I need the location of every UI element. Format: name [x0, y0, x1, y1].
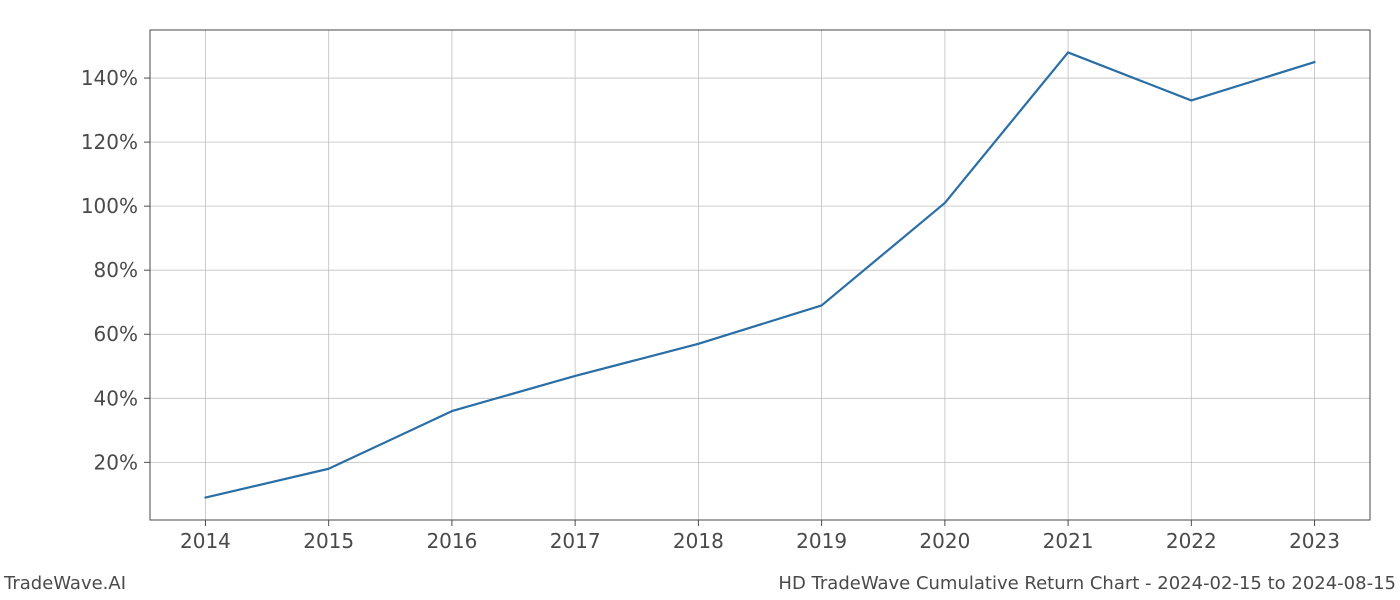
y-tick-label: 100%	[81, 194, 138, 218]
y-tick-label: 80%	[94, 258, 138, 282]
y-tick-label: 40%	[94, 386, 138, 410]
y-tick-label: 120%	[81, 130, 138, 154]
x-tick-label: 2015	[303, 529, 354, 553]
line-chart: 2014 2015 2016 2017 2018 2019 2020 2021 2022 2023…	[0, 0, 1400, 600]
x-tick-label: 2022	[1166, 529, 1217, 553]
x-tick-label: 2019	[796, 529, 847, 553]
x-tick-label: 2023	[1289, 529, 1340, 553]
x-tick-label: 2018	[673, 529, 724, 553]
chart-container: 2014 2015 2016 2017 2018 2019 2020 2021 2022 2023…	[0, 0, 1400, 600]
footer-brand: TradeWave.AI	[4, 573, 126, 594]
y-tick-label: 20%	[94, 450, 138, 474]
footer-caption: HD TradeWave Cumulative Return Chart - 2…	[778, 573, 1396, 594]
x-tick-label: 2021	[1043, 529, 1094, 553]
x-tick-label: 2020	[919, 529, 970, 553]
x-tick-label: 2014	[180, 529, 231, 553]
x-tick-label: 2016	[426, 529, 477, 553]
y-tick-label: 140%	[81, 66, 138, 90]
y-tick-label: 60%	[94, 322, 138, 346]
x-tick-label: 2017	[550, 529, 601, 553]
